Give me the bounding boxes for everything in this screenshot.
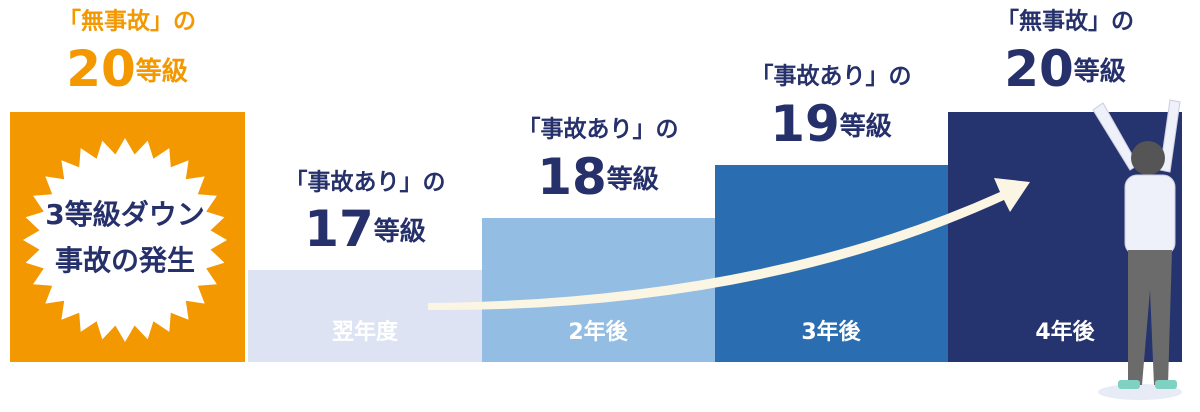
- starburst: [23, 138, 227, 342]
- grade-label: 19等級: [770, 95, 892, 153]
- grade-number: 20: [1004, 40, 1074, 98]
- grade-prefix: 「事故あり」の: [751, 64, 912, 90]
- grade-number: 20: [66, 40, 136, 98]
- grade-prefix: 「事故あり」の: [285, 170, 446, 196]
- grade-unit: 等級: [136, 56, 188, 87]
- period-label: 3年後: [801, 319, 861, 345]
- grade-unit: 等級: [374, 216, 426, 247]
- person: [1092, 99, 1182, 400]
- grade-label: 20等級: [66, 40, 188, 98]
- grade-unit: 等級: [607, 164, 659, 195]
- grade-label: 20等級: [1004, 40, 1126, 98]
- period-label: 翌年度: [332, 319, 399, 345]
- grade-unit: 等級: [1074, 56, 1126, 87]
- period-label: 4年後: [1035, 319, 1095, 345]
- grade-label: 18等級: [537, 148, 659, 206]
- bar-year1: [248, 270, 482, 362]
- grade-prefix: 「事故あり」の: [518, 117, 679, 143]
- period-label: 2年後: [568, 319, 628, 345]
- growth-arrow: [428, 178, 1030, 311]
- badge-text: 3等級ダウン: [45, 198, 204, 231]
- grade-prefix: 「無事故」の: [996, 9, 1134, 35]
- grade-prefix: 「無事故」の: [58, 9, 196, 35]
- grade-number: 19: [770, 95, 840, 153]
- grade-number: 18: [537, 148, 607, 206]
- bar-year3: [715, 165, 948, 362]
- grade-unit: 等級: [840, 111, 892, 142]
- badge-text: 事故の発生: [55, 244, 195, 277]
- grade-number: 17: [304, 200, 374, 258]
- grade-label: 17等級: [304, 200, 426, 258]
